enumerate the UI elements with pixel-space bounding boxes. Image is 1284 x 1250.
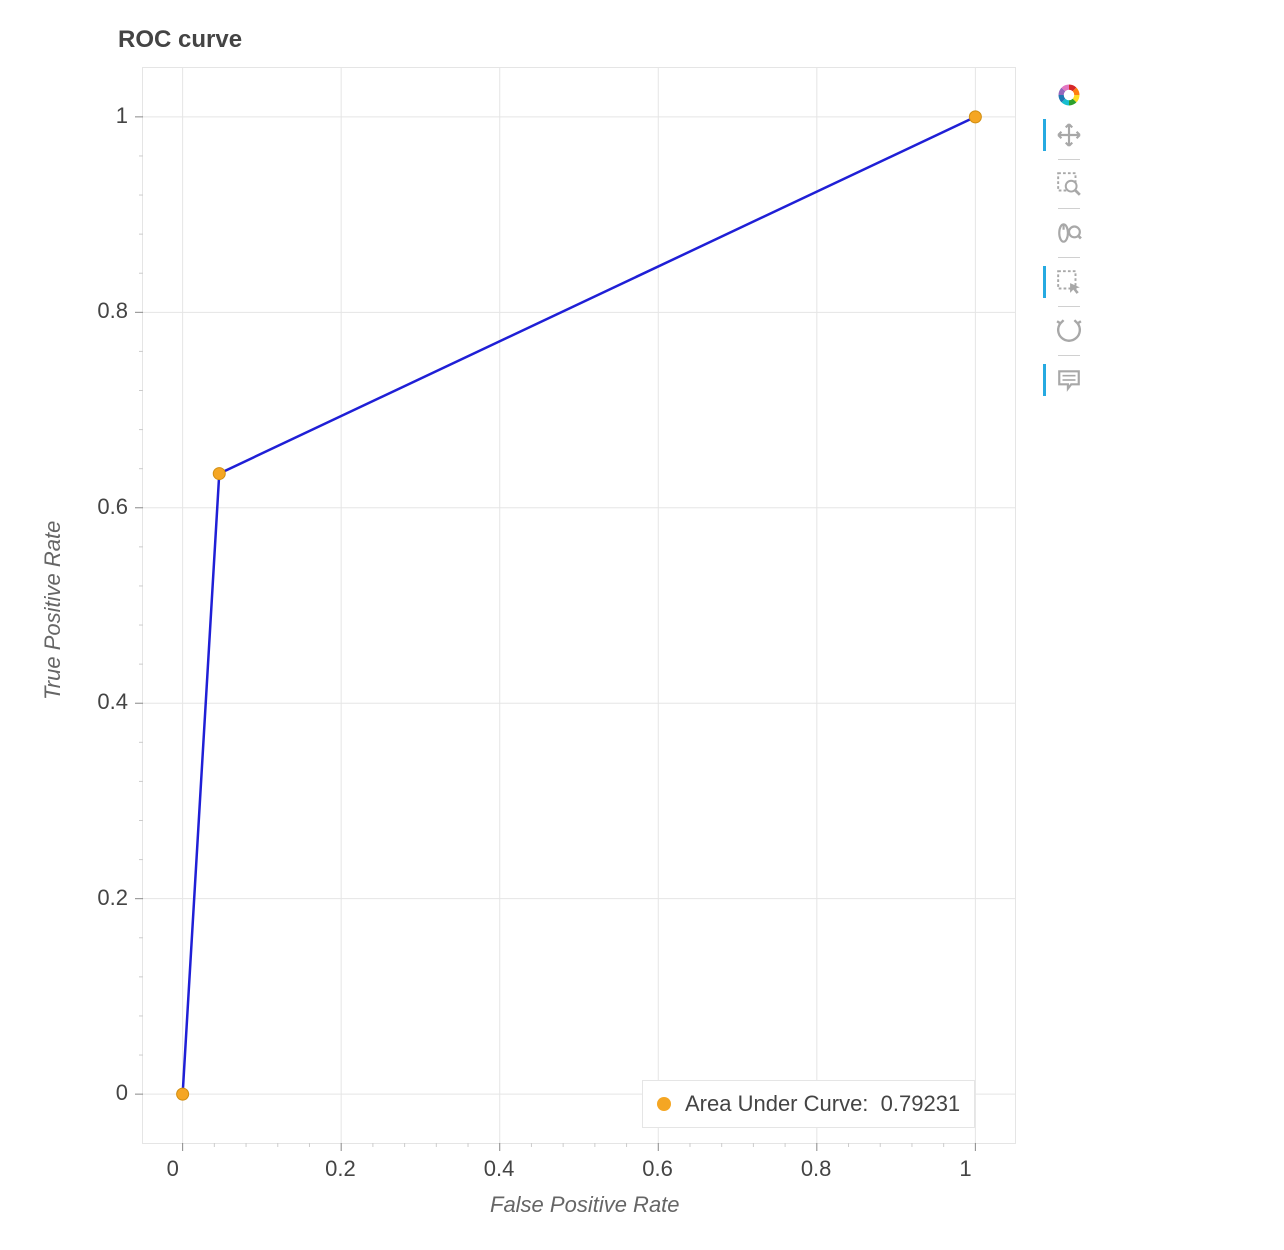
data-point[interactable] bbox=[969, 111, 981, 123]
y-tick-label: 0.2 bbox=[97, 885, 128, 911]
reset-tool[interactable] bbox=[1049, 311, 1089, 351]
x-tick-label: 0.2 bbox=[325, 1156, 356, 1182]
box-zoom-tool[interactable] bbox=[1049, 164, 1089, 204]
x-axis-label: False Positive Rate bbox=[490, 1192, 680, 1218]
x-tick-label: 0 bbox=[167, 1156, 179, 1182]
toolbar-separator bbox=[1058, 306, 1080, 307]
wheel-zoom-tool[interactable] bbox=[1049, 213, 1089, 253]
toolbar-separator bbox=[1058, 257, 1080, 258]
x-tick-label: 0.6 bbox=[642, 1156, 673, 1182]
y-tick-label: 0 bbox=[116, 1080, 128, 1106]
chart-container: ROC curve True Positive Rate False Posit… bbox=[0, 0, 1284, 1250]
roc-line bbox=[183, 117, 976, 1094]
toolbar-separator bbox=[1058, 355, 1080, 356]
toolbar-separator bbox=[1058, 208, 1080, 209]
chart-wrapper: ROC curve True Positive Rate False Posit… bbox=[0, 0, 1284, 1250]
legend-marker-icon bbox=[657, 1097, 671, 1111]
legend-label: Area Under Curve: 0.79231 bbox=[685, 1091, 960, 1117]
active-indicator bbox=[1043, 119, 1046, 151]
box-select-tool[interactable] bbox=[1049, 262, 1089, 302]
active-indicator bbox=[1043, 364, 1046, 396]
data-point[interactable] bbox=[213, 468, 225, 480]
legend: Area Under Curve: 0.79231 bbox=[642, 1080, 975, 1128]
toolbar bbox=[1049, 75, 1089, 400]
toolbar-separator bbox=[1058, 159, 1080, 160]
data-point[interactable] bbox=[177, 1088, 189, 1100]
plot-area[interactable] bbox=[142, 67, 1016, 1144]
y-tick-label: 0.8 bbox=[97, 298, 128, 324]
y-tick-label: 0.6 bbox=[97, 494, 128, 520]
chart-title: ROC curve bbox=[118, 26, 242, 54]
active-indicator bbox=[1043, 266, 1046, 298]
y-axis-label: True Positive Rate bbox=[40, 521, 66, 700]
x-tick-label: 1 bbox=[959, 1156, 971, 1182]
hover-tool[interactable] bbox=[1049, 360, 1089, 400]
bokeh-logo-icon[interactable] bbox=[1049, 75, 1089, 115]
x-tick-label: 0.4 bbox=[484, 1156, 515, 1182]
x-tick-label: 0.8 bbox=[801, 1156, 832, 1182]
pan-tool[interactable] bbox=[1049, 115, 1089, 155]
y-tick-label: 1 bbox=[116, 103, 128, 129]
y-tick-label: 0.4 bbox=[97, 689, 128, 715]
